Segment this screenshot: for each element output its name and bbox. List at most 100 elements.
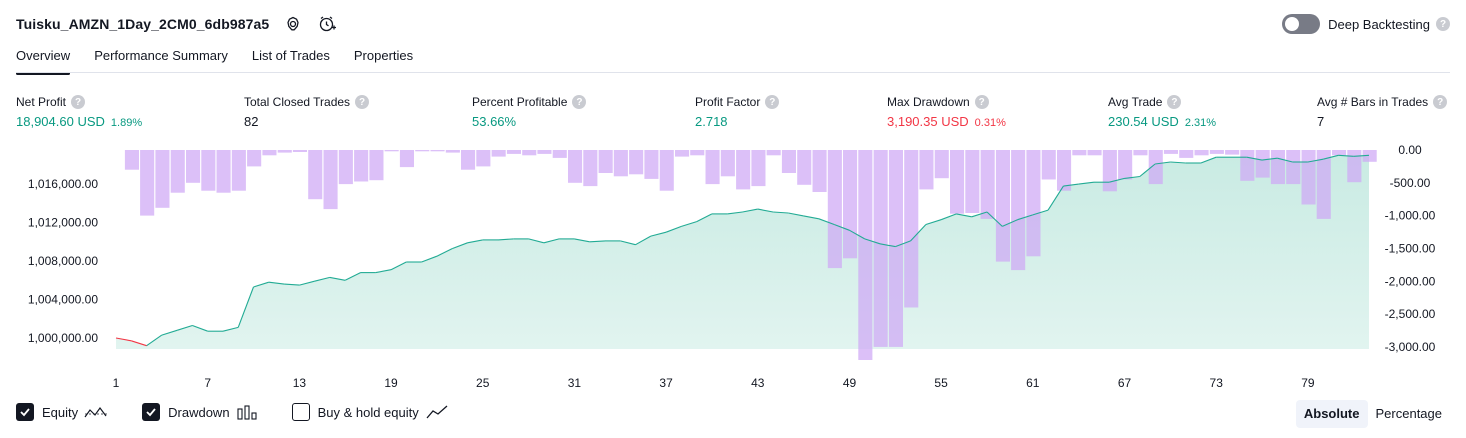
buy-hold-checkbox[interactable] bbox=[291, 403, 310, 421]
drawdown-bar bbox=[705, 150, 720, 185]
drawdown-bar bbox=[354, 150, 369, 182]
drawdown-bar bbox=[690, 150, 705, 156]
equity-line-segment bbox=[192, 324, 208, 332]
metric-net-profit: Net Profit? 18,904.60 USD 1.89% bbox=[16, 94, 142, 129]
equity-line-segment bbox=[635, 235, 652, 246]
help-icon[interactable]: ? bbox=[1433, 95, 1448, 109]
metric-total-closed-trades: Total Closed Trades? 82 bbox=[244, 94, 370, 129]
legend-drawdown[interactable]: Drawdown bbox=[142, 403, 257, 421]
drawdown-bar bbox=[537, 150, 552, 154]
drawdown-bar bbox=[430, 150, 445, 152]
x-axis-tick-label: 19 bbox=[384, 376, 398, 390]
drawdown-bar bbox=[980, 150, 995, 219]
equity-line-segment bbox=[375, 269, 392, 274]
drawdown-bar bbox=[965, 150, 980, 213]
drawdown-bar bbox=[736, 150, 751, 190]
equity-line-segment bbox=[1017, 214, 1033, 221]
x-axis-tick-label: 79 bbox=[1301, 376, 1315, 390]
equity-drawdown-chart[interactable]: 1,000,000.00 1,004,000.00 1,008,000.00 1,01… bbox=[0, 140, 1466, 398]
drawdown-bar bbox=[1179, 150, 1194, 158]
strategy-title: Tuisku_AMZN_1Day_2CM0_6db987a5 bbox=[16, 16, 270, 32]
drawdown-bar bbox=[1026, 150, 1041, 257]
percentage-button[interactable]: Percentage bbox=[1375, 406, 1443, 421]
equity-line-segment bbox=[329, 276, 346, 281]
tab-list-of-trades[interactable]: List of Trades bbox=[251, 48, 330, 63]
equity-line-segment bbox=[773, 211, 789, 214]
right-axis-tick-label: -3,000.00 bbox=[1385, 340, 1436, 354]
drawdown-bar bbox=[369, 150, 384, 181]
right-axis-tick-label: -1,000.00 bbox=[1385, 209, 1436, 223]
drawdown-bar bbox=[1286, 150, 1301, 185]
help-icon[interactable]: ? bbox=[355, 95, 370, 109]
legend-equity[interactable]: Equity bbox=[16, 403, 108, 421]
help-icon[interactable]: ? bbox=[71, 95, 86, 109]
equity-line-segment bbox=[1307, 158, 1324, 163]
drawdown-bar bbox=[919, 150, 934, 190]
help-icon[interactable]: ? bbox=[572, 95, 587, 109]
tab-performance-summary[interactable]: Performance Summary bbox=[94, 48, 228, 63]
equity-line-segment bbox=[910, 224, 927, 242]
drawdown-bar bbox=[338, 150, 353, 185]
equity-line-segment bbox=[1246, 156, 1263, 161]
help-icon[interactable]: ? bbox=[765, 95, 780, 109]
metric-value: 82 bbox=[244, 114, 259, 129]
equity-line-segment bbox=[834, 223, 850, 231]
deep-backtesting-toggle[interactable] bbox=[1282, 14, 1321, 34]
drawdown-bar bbox=[904, 150, 919, 308]
drawdown-bar bbox=[1301, 150, 1316, 205]
drawdown-bar bbox=[934, 150, 949, 179]
help-icon[interactable]: ? bbox=[974, 95, 989, 109]
equity-line-icon bbox=[84, 404, 108, 420]
help-icon[interactable]: ? bbox=[1167, 95, 1182, 109]
drawdown-bar bbox=[1133, 150, 1148, 156]
equity-line-segment bbox=[284, 283, 300, 286]
x-axis-tick-label: 13 bbox=[293, 376, 307, 390]
metric-value: 18,904.60 USD bbox=[16, 114, 105, 129]
equity-line-segment bbox=[788, 212, 804, 217]
equity-line-segment bbox=[1032, 209, 1049, 216]
equity-line-segment bbox=[1353, 154, 1370, 157]
equity-line-segment bbox=[1047, 185, 1064, 211]
x-axis-tick-label: 43 bbox=[751, 376, 765, 390]
drawdown-bar bbox=[781, 150, 796, 173]
drawdown-bar bbox=[812, 150, 827, 192]
equity-line-segment bbox=[1261, 157, 1278, 161]
drawdown-bar bbox=[583, 150, 598, 187]
equity-line-segment bbox=[665, 225, 682, 233]
absolute-button[interactable]: Absolute bbox=[1295, 400, 1368, 428]
equity-checkbox[interactable] bbox=[16, 403, 34, 421]
metric-percent: 2.31% bbox=[1184, 117, 1217, 129]
equity-line-segment bbox=[940, 213, 957, 221]
equity-line-segment bbox=[115, 337, 132, 342]
drawdown-bar bbox=[247, 150, 262, 167]
help-icon[interactable]: ? bbox=[1436, 17, 1450, 31]
left-axis-tick-label: 1,012,000.00 bbox=[28, 216, 98, 230]
drawdown-bar bbox=[720, 150, 735, 177]
legend-buy-hold-equity[interactable]: Buy & hold equity bbox=[291, 403, 449, 421]
x-axis-tick-label: 49 bbox=[843, 376, 857, 390]
drawdown-bar bbox=[644, 150, 659, 179]
drawdown-bar bbox=[384, 150, 399, 152]
drawdown-bar bbox=[231, 150, 246, 191]
deep-backtesting: Deep Backtesting ? bbox=[1282, 14, 1450, 34]
equity-line-segment bbox=[681, 221, 697, 227]
drawdown-bar bbox=[843, 150, 858, 259]
equity-line-segment bbox=[543, 238, 560, 244]
drawdown-bars-icon bbox=[236, 404, 258, 420]
x-axis-tick-label: 55 bbox=[934, 376, 948, 390]
buy-hold-line-icon bbox=[425, 404, 449, 420]
metric-profit-factor: Profit Factor? 2.718 bbox=[695, 94, 780, 129]
drawdown-bar bbox=[476, 150, 491, 167]
equity-line-segment bbox=[1063, 183, 1079, 187]
drawdown-bar bbox=[155, 150, 170, 208]
metric-label: Percent Profitable bbox=[472, 95, 568, 109]
equity-line-segment bbox=[497, 238, 514, 241]
settings-icon[interactable] bbox=[283, 14, 303, 34]
tab-overview[interactable]: Overview bbox=[16, 46, 71, 75]
equity-label: Equity bbox=[42, 404, 79, 420]
add-alert-icon[interactable] bbox=[317, 14, 337, 34]
drawdown-checkbox[interactable] bbox=[142, 403, 161, 421]
drawdown-bar bbox=[797, 150, 812, 185]
metric-value: 2.718 bbox=[695, 114, 728, 129]
tab-properties[interactable]: Properties bbox=[353, 48, 414, 63]
